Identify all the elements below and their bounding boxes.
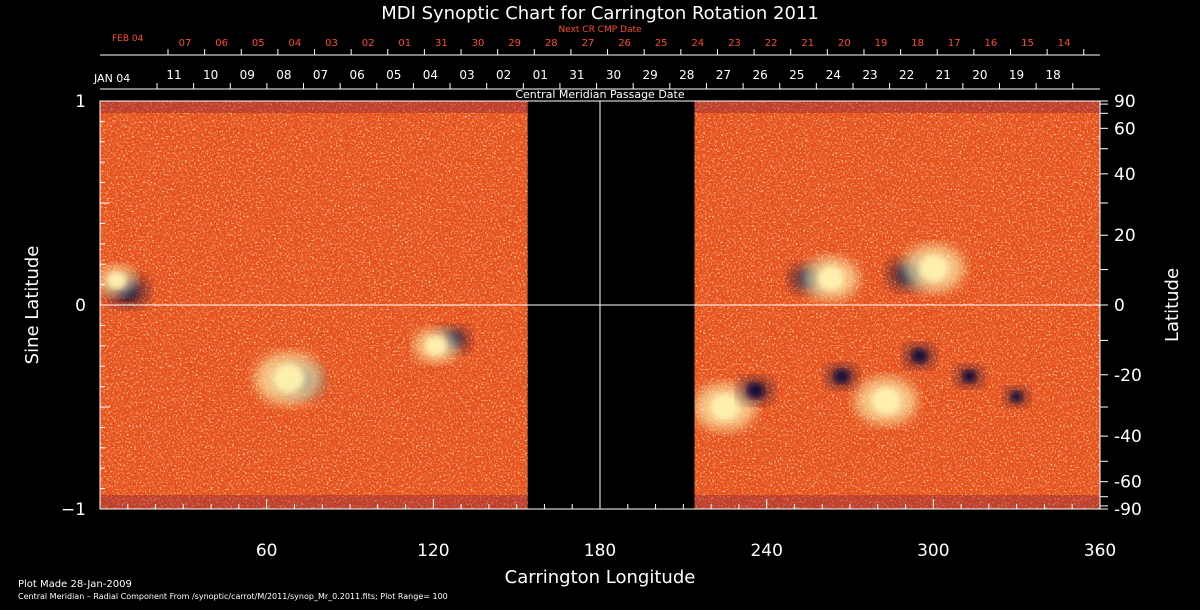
top-date-label: 23: [862, 68, 877, 82]
next-cr-date-label: 26: [618, 38, 631, 49]
next-cr-date-label: 21: [801, 38, 814, 49]
next-cr-date-label: 06: [215, 38, 228, 49]
x-tick-label: 120: [417, 541, 449, 561]
y-left-tick-label: 0: [75, 296, 86, 316]
y-right-tick-label: 0: [1114, 296, 1125, 316]
y-right-tick-label: -60: [1114, 473, 1142, 493]
next-cr-date-label: 19: [875, 38, 888, 49]
next-cr-date-label: 27: [582, 38, 595, 49]
next-cr-date-label: 30: [472, 38, 485, 49]
next-cr-date-label: 20: [838, 38, 851, 49]
next-cr-date-label: 03: [325, 38, 338, 49]
y-left-axis-label: Sine Latitude: [22, 246, 43, 365]
next-cr-date-label: 22: [765, 38, 778, 49]
north-pole-band: [100, 101, 528, 113]
y-right-tick-label: -20: [1114, 366, 1142, 386]
y-right-tick-label: -90: [1114, 500, 1142, 520]
next-cr-date-label: 02: [362, 38, 375, 49]
top-axis-start-label: JAN 04: [93, 72, 130, 85]
top-date-label: 24: [826, 68, 841, 82]
y-right-tick-label: 20: [1114, 226, 1136, 246]
next-cr-date-label: 24: [691, 38, 704, 49]
top-date-label: 18: [1045, 68, 1060, 82]
y-left-tick-label: 1: [75, 92, 86, 112]
x-tick-label: 240: [750, 541, 782, 561]
top-date-label: 27: [716, 68, 731, 82]
active-region-core-positive: [107, 272, 126, 289]
y-right-tick-label: 40: [1114, 165, 1136, 185]
y-right-axis-label: Latitude: [1162, 268, 1183, 342]
next-cr-date-label: 17: [948, 38, 961, 49]
next-cr-date-label: 29: [508, 38, 521, 49]
next-cr-date-label: 15: [1021, 38, 1034, 49]
plot-made-text: Plot Made 28-Jan-2009: [18, 579, 132, 590]
next-cr-date-label: 14: [1058, 38, 1071, 49]
top-axis-title: Central Meridian Passage Date: [515, 88, 684, 101]
x-axis-label: Carrington Longitude: [505, 567, 696, 588]
top-date-label: 25: [789, 68, 804, 82]
top-date-label: 22: [899, 68, 914, 82]
x-tick-label: 60: [256, 541, 278, 561]
top-date-label: 29: [643, 68, 658, 82]
active-region-core-positive: [710, 393, 740, 421]
active-region-core-positive: [425, 336, 447, 356]
top-date-label: 07: [313, 68, 328, 82]
y-right-tick-label: 90: [1114, 92, 1136, 112]
active-region-core-positive: [919, 255, 948, 282]
footer-note-text: Central Meridian – Radial Component From…: [18, 592, 448, 601]
active-region-core-positive: [817, 266, 844, 291]
active-region-core-negative: [912, 349, 927, 363]
top-date-label: 31: [569, 68, 584, 82]
top-date-label: 19: [1009, 68, 1024, 82]
next-cr-date-label: 31: [435, 38, 448, 49]
top-date-label: 10: [203, 68, 218, 82]
active-region-core-positive: [871, 387, 901, 414]
y-right-tick-label: -40: [1114, 427, 1142, 447]
next-cr-date-label: 16: [984, 38, 997, 49]
next-cr-date-label: 07: [179, 38, 192, 49]
top-date-label: 01: [533, 68, 548, 82]
next-cr-date-label: 04: [289, 38, 302, 49]
y-right-tick-label: 60: [1114, 119, 1136, 139]
south-pole-band: [100, 495, 528, 509]
chart-title: MDI Synoptic Chart for Carrington Rotati…: [381, 3, 819, 24]
top-date-label: 02: [496, 68, 511, 82]
next-cr-date-label: 01: [398, 38, 411, 49]
top-date-label: 21: [936, 68, 951, 82]
top-date-label: 26: [752, 68, 767, 82]
top-date-label: 09: [240, 68, 255, 82]
top-date-label: 08: [276, 68, 291, 82]
top-date-label: 04: [423, 68, 438, 82]
top-date-label: 20: [972, 68, 987, 82]
y-left-tick-label: −1: [61, 500, 86, 520]
next-cr-date-label: 18: [911, 38, 924, 49]
north-pole-band: [694, 101, 1100, 113]
active-region-core-negative: [834, 369, 850, 384]
top-date-label: 30: [606, 68, 621, 82]
next-cr-date-label: 05: [252, 38, 265, 49]
active-region-core-positive: [273, 364, 305, 393]
next-cr-date-label: 28: [545, 38, 558, 49]
top-date-label: 03: [459, 68, 474, 82]
active-region-core-negative: [1010, 391, 1023, 403]
top-date-label: 06: [350, 68, 365, 82]
active-region-core-negative: [747, 383, 764, 399]
next-cr-date-label: 25: [655, 38, 668, 49]
top-date-label: 28: [679, 68, 694, 82]
active-region-core-negative: [962, 370, 977, 383]
next-cr-date-label: 23: [728, 38, 741, 49]
top-date-label: 11: [166, 68, 181, 82]
next-cr-title: Next CR CMP Date: [558, 25, 642, 35]
top-date-label: 05: [386, 68, 401, 82]
next-cr-start-label: FEB 04: [112, 34, 144, 44]
x-tick-label: 360: [1084, 541, 1116, 561]
x-tick-label: 300: [917, 541, 949, 561]
x-tick-label: 180: [584, 541, 616, 561]
south-pole-band: [694, 495, 1100, 509]
